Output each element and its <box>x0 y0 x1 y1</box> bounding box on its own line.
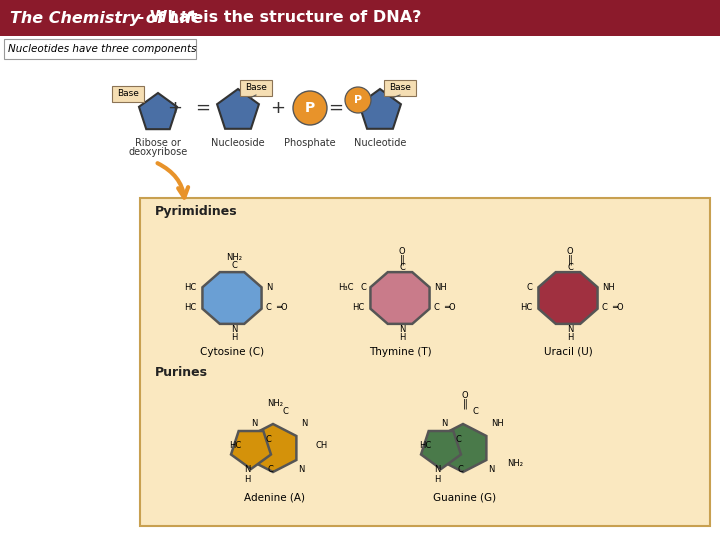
Text: Nucleoside: Nucleoside <box>211 138 265 148</box>
Text: N: N <box>488 465 494 475</box>
Text: =: = <box>196 99 210 117</box>
Text: N: N <box>441 420 447 429</box>
Text: HC: HC <box>352 303 364 313</box>
Text: O: O <box>567 247 573 256</box>
Text: Pyrimidines: Pyrimidines <box>155 206 238 219</box>
FancyBboxPatch shape <box>112 86 144 102</box>
FancyBboxPatch shape <box>240 80 272 96</box>
Polygon shape <box>359 89 401 129</box>
Text: H: H <box>567 334 573 342</box>
Polygon shape <box>370 272 430 324</box>
Polygon shape <box>539 272 598 324</box>
Text: deoxyribose: deoxyribose <box>128 147 188 157</box>
FancyBboxPatch shape <box>384 80 416 96</box>
Text: H₃C: H₃C <box>338 284 354 293</box>
Text: C: C <box>267 465 273 475</box>
Text: Adenine (A): Adenine (A) <box>245 493 305 503</box>
Text: N: N <box>399 326 405 334</box>
Text: NH: NH <box>434 284 446 293</box>
Polygon shape <box>250 424 297 472</box>
Text: C: C <box>399 262 405 272</box>
Text: C: C <box>472 408 478 416</box>
Text: +: + <box>168 99 182 117</box>
Text: ‖: ‖ <box>462 399 467 409</box>
Text: HC: HC <box>229 442 241 450</box>
Text: The Chemistry of Life: The Chemistry of Life <box>10 10 203 25</box>
Text: - What is the structure of DNA?: - What is the structure of DNA? <box>132 10 421 25</box>
Text: NH₂: NH₂ <box>507 460 523 469</box>
Text: ‖: ‖ <box>567 255 572 265</box>
Text: HC: HC <box>419 442 431 450</box>
Text: H: H <box>244 476 250 484</box>
Text: Base: Base <box>389 84 411 92</box>
Polygon shape <box>440 424 487 472</box>
Text: HC: HC <box>184 284 196 293</box>
Text: NH₂: NH₂ <box>267 399 283 408</box>
Text: H: H <box>231 334 237 342</box>
Text: C: C <box>526 284 532 293</box>
Polygon shape <box>139 93 177 129</box>
Text: N: N <box>298 465 304 475</box>
Text: ‖: ‖ <box>400 255 405 265</box>
Text: P: P <box>354 95 362 105</box>
Text: O: O <box>399 247 405 256</box>
Text: N: N <box>251 420 257 429</box>
Text: C: C <box>266 303 272 313</box>
FancyBboxPatch shape <box>4 39 196 59</box>
Circle shape <box>345 87 371 113</box>
Text: C: C <box>282 408 288 416</box>
FancyBboxPatch shape <box>0 0 720 36</box>
Text: Base: Base <box>117 90 139 98</box>
Text: N: N <box>567 326 573 334</box>
Text: NH: NH <box>602 284 615 293</box>
Text: ═O: ═O <box>444 303 456 313</box>
Text: O: O <box>462 392 468 401</box>
Text: Base: Base <box>245 84 267 92</box>
Text: Thymine (T): Thymine (T) <box>369 347 431 357</box>
Text: +: + <box>271 99 286 117</box>
Text: Cytosine (C): Cytosine (C) <box>200 347 264 357</box>
Text: ═O: ═O <box>612 303 624 313</box>
FancyBboxPatch shape <box>140 198 710 526</box>
Circle shape <box>293 91 327 125</box>
Text: CH: CH <box>315 442 328 450</box>
Text: =: = <box>328 99 343 117</box>
Text: N: N <box>301 420 307 429</box>
Text: H: H <box>434 476 440 484</box>
Text: Guanine (G): Guanine (G) <box>433 493 497 503</box>
Text: N: N <box>244 465 250 475</box>
Text: C: C <box>434 303 440 313</box>
Text: H: H <box>399 334 405 342</box>
Text: Ribose or: Ribose or <box>135 138 181 148</box>
Text: N: N <box>266 284 272 293</box>
Text: C: C <box>567 262 573 272</box>
Text: C: C <box>231 261 237 271</box>
Text: Nucleotide: Nucleotide <box>354 138 406 148</box>
Polygon shape <box>202 272 261 324</box>
Text: NH: NH <box>491 420 504 429</box>
Text: C: C <box>455 435 461 444</box>
Text: C: C <box>602 303 608 313</box>
Polygon shape <box>217 89 259 129</box>
Text: Phosphate: Phosphate <box>284 138 336 148</box>
Text: Uracil (U): Uracil (U) <box>544 347 593 357</box>
Text: HC: HC <box>520 303 532 313</box>
Text: Nucleotides have three components: Nucleotides have three components <box>8 44 197 54</box>
Text: C: C <box>457 465 463 475</box>
Text: N: N <box>434 465 440 475</box>
Text: C: C <box>265 435 271 444</box>
Text: C: C <box>360 284 366 293</box>
Text: ═O: ═O <box>276 303 287 313</box>
Text: NH₂: NH₂ <box>226 253 242 262</box>
Text: P: P <box>305 101 315 115</box>
Text: N: N <box>231 326 237 334</box>
Text: Purines: Purines <box>155 366 208 379</box>
Polygon shape <box>231 431 271 469</box>
Text: HC: HC <box>184 303 196 313</box>
Polygon shape <box>421 431 461 469</box>
